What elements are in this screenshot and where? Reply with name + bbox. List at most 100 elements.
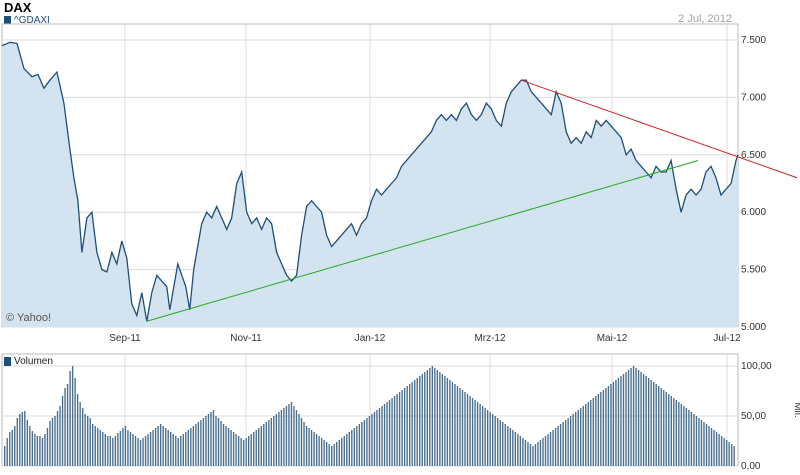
volume-bar [645, 376, 647, 466]
volume-bar [713, 430, 715, 466]
volume-bar [328, 444, 330, 466]
volume-bar [464, 392, 466, 466]
volume-bar [34, 434, 36, 466]
volume-bar [650, 380, 652, 466]
volume-bar [325, 442, 328, 466]
volume-bar [471, 398, 474, 466]
volume-bar [305, 426, 308, 466]
volume-bar [353, 428, 356, 466]
volume-bar [107, 436, 109, 466]
volume-bar [175, 436, 177, 466]
volume-bar [117, 433, 119, 466]
volume-bar [172, 434, 174, 466]
volume-bar [227, 428, 230, 466]
volume-bar [522, 438, 524, 466]
volume-bar [250, 434, 252, 466]
volume-bar [192, 426, 195, 466]
chart-date: 2 Jul, 2012 [678, 13, 732, 25]
volume-bar [200, 420, 202, 466]
price-y-tick: 5.500 [741, 265, 766, 276]
volume-bar [21, 412, 23, 466]
series-swatch-icon [4, 16, 11, 25]
volume-bar [295, 410, 298, 466]
support-trendline [146, 160, 699, 322]
volume-bar [592, 398, 594, 466]
volume-bar [358, 424, 361, 466]
volume-bar [552, 430, 554, 466]
volume-bar [728, 442, 730, 466]
volume-bar [461, 390, 464, 466]
volume-bar [177, 438, 179, 466]
volume-bar [642, 374, 645, 466]
volume-bar [346, 434, 348, 466]
volume-bar [730, 444, 733, 466]
volume-bar [572, 414, 574, 466]
volume-bar [685, 408, 688, 466]
volume-bar [24, 411, 26, 466]
volume-bar [388, 400, 391, 466]
volume-bar [690, 412, 693, 466]
series-legend: ^GDAXI [4, 15, 50, 26]
volume-bar [436, 370, 439, 466]
volume-y-tick: 100,00 [741, 361, 772, 372]
volume-bar [514, 432, 517, 466]
volume-bar [444, 376, 446, 466]
volume-bar [449, 380, 451, 466]
volume-bar [497, 418, 499, 466]
volume-bar [665, 392, 667, 466]
volume-bar [620, 376, 622, 466]
volume-bar [144, 436, 147, 466]
volume-bar [587, 402, 589, 466]
volume-bar [348, 432, 350, 466]
volume-bar [502, 422, 504, 466]
volume-bar [504, 424, 506, 466]
volume-bar [343, 436, 345, 466]
volume-bar [333, 444, 335, 466]
volume-bar [610, 384, 612, 466]
volume-bar [275, 414, 278, 466]
volume-bar [102, 432, 104, 466]
volume-bar [162, 426, 164, 466]
volume-legend-label: Volumen [14, 356, 53, 367]
volume-bar [398, 392, 401, 466]
volume-bar [602, 390, 605, 466]
volume-bar [14, 426, 16, 466]
volume-bar [577, 410, 579, 466]
volume-bar [99, 430, 101, 466]
volume-bar [466, 394, 469, 466]
volume-bar [580, 408, 582, 466]
volume-bar [733, 446, 735, 466]
volume-bar [361, 422, 363, 466]
volume-bar [323, 440, 325, 466]
volume-bar [416, 378, 418, 466]
volume-bar [680, 404, 683, 466]
volume-bar [454, 384, 456, 466]
volume-bar [9, 432, 11, 466]
volume-bar [469, 396, 471, 466]
volume-bar [718, 434, 720, 466]
volume-bar [303, 422, 305, 466]
volume-y-tick: 50,00 [741, 411, 766, 422]
volume-bar [688, 410, 690, 466]
volume-bar [273, 416, 275, 466]
volume-bar [660, 388, 662, 466]
series-legend-label: ^GDAXI [14, 15, 50, 26]
volume-bar [187, 430, 190, 466]
volume-bar [180, 436, 182, 466]
volume-bar [386, 402, 388, 466]
volume-bar [668, 394, 670, 466]
volume-bar [232, 432, 235, 466]
volume-bar [129, 432, 132, 466]
volume-bar [434, 368, 436, 466]
volume-bar [421, 374, 423, 466]
volume-bar [562, 422, 564, 466]
volume-bar [76, 394, 79, 466]
volume-bar [637, 370, 640, 466]
volume-bar [280, 410, 283, 466]
volume-bar [517, 434, 519, 466]
volume-bar [494, 416, 496, 466]
volume-bar [595, 396, 597, 466]
volume-bar [159, 424, 162, 466]
volume-bar [217, 418, 220, 466]
volume-bar [585, 404, 587, 466]
